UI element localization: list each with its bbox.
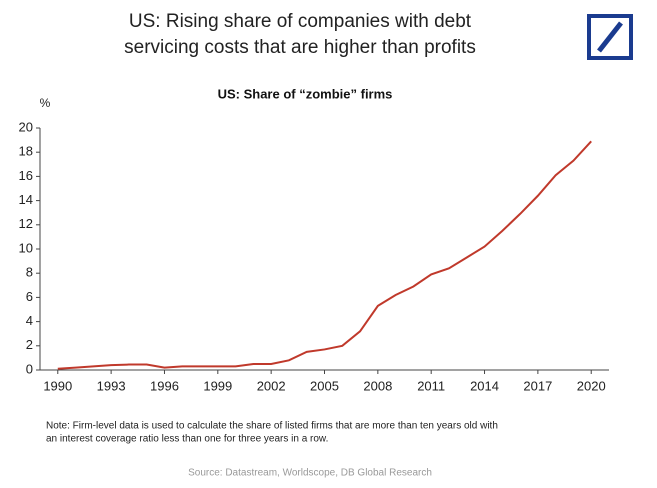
- y-tick-label: 0: [26, 361, 33, 376]
- logo: [587, 14, 633, 60]
- x-tick-label: 1999: [203, 378, 232, 393]
- y-tick-label: 8: [26, 265, 33, 280]
- source: Source: Datastream, Worldscope, DB Globa…: [188, 468, 432, 479]
- title-line: servicing costs that are higher than pro…: [124, 37, 476, 58]
- x-tick-label: 1990: [43, 378, 72, 393]
- y-tick-label: 12: [19, 216, 33, 231]
- y-tick-label: 6: [26, 289, 33, 304]
- y-axis-label: %: [40, 96, 51, 110]
- y-tick-label: 18: [19, 144, 33, 159]
- y-tick-label: 20: [19, 119, 33, 134]
- x-tick-label: 2017: [523, 378, 552, 393]
- data-line: [57, 140, 592, 370]
- note-line: an interest coverage ratio less than one…: [46, 434, 328, 445]
- y-tick-label: 16: [19, 168, 33, 183]
- x-tick-label: 2008: [363, 378, 392, 393]
- y-tick-label: 14: [19, 192, 33, 207]
- y-tick-label: 4: [26, 313, 33, 328]
- x-tick-label: 2005: [310, 378, 339, 393]
- x-tick-label: 1996: [150, 378, 179, 393]
- title-line: US: Rising share of companies with debt: [129, 11, 472, 32]
- note-line: Note: Firm-level data is used to calcula…: [46, 421, 498, 432]
- x-tick-label: 2011: [417, 378, 445, 393]
- x-tick-label: 1993: [97, 378, 126, 393]
- x-tick-label: 2014: [470, 378, 499, 393]
- y-tick-label: 10: [19, 240, 33, 255]
- x-tick-label: 2020: [577, 378, 606, 393]
- x-tick-label: 2002: [257, 378, 286, 393]
- y-tick-label: 2: [26, 337, 33, 352]
- chart-title: US: Share of “zombie” firms: [218, 86, 393, 101]
